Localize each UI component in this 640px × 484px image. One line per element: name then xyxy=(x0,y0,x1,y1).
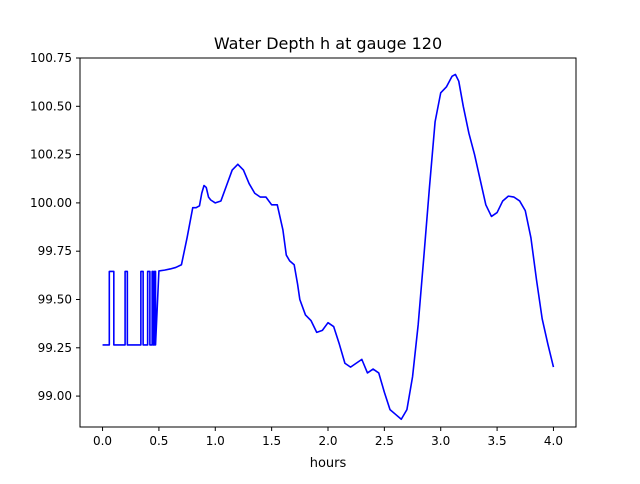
x-tick-label-8: 4.0 xyxy=(544,434,563,448)
y-tick-label-7: 100.75 xyxy=(30,51,72,65)
chart-title: Water Depth h at gauge 120 xyxy=(214,34,442,53)
x-tick-label-5: 2.5 xyxy=(375,434,394,448)
y-tick-label-1: 99.25 xyxy=(38,341,72,355)
plot-area: 0.0 0.5 1.0 1.5 2.0 2.5 3.0 3.5 4.0 99.00 99.25 99.… xyxy=(30,51,577,448)
x-tick-label-0: 0.0 xyxy=(93,434,112,448)
y-tick-label-4: 100.00 xyxy=(30,196,72,210)
x-tick-label-2: 1.0 xyxy=(206,434,225,448)
y-tick-label-6: 100.50 xyxy=(30,99,72,113)
y-tick-label-2: 99.50 xyxy=(38,292,72,306)
x-tick-label-6: 3.0 xyxy=(431,434,450,448)
x-tick-label-4: 2.0 xyxy=(318,434,337,448)
series-line-0 xyxy=(102,73,555,421)
y-tick-label-3: 99.75 xyxy=(38,244,72,258)
x-axis-label: hours xyxy=(310,456,347,471)
y-tick-label-5: 100.25 xyxy=(30,148,72,162)
x-tick-label-1: 0.5 xyxy=(149,434,168,448)
x-tick-label-3: 1.5 xyxy=(262,434,281,448)
y-tick-label-0: 99.00 xyxy=(38,389,72,403)
x-tick-label-7: 3.5 xyxy=(488,434,507,448)
